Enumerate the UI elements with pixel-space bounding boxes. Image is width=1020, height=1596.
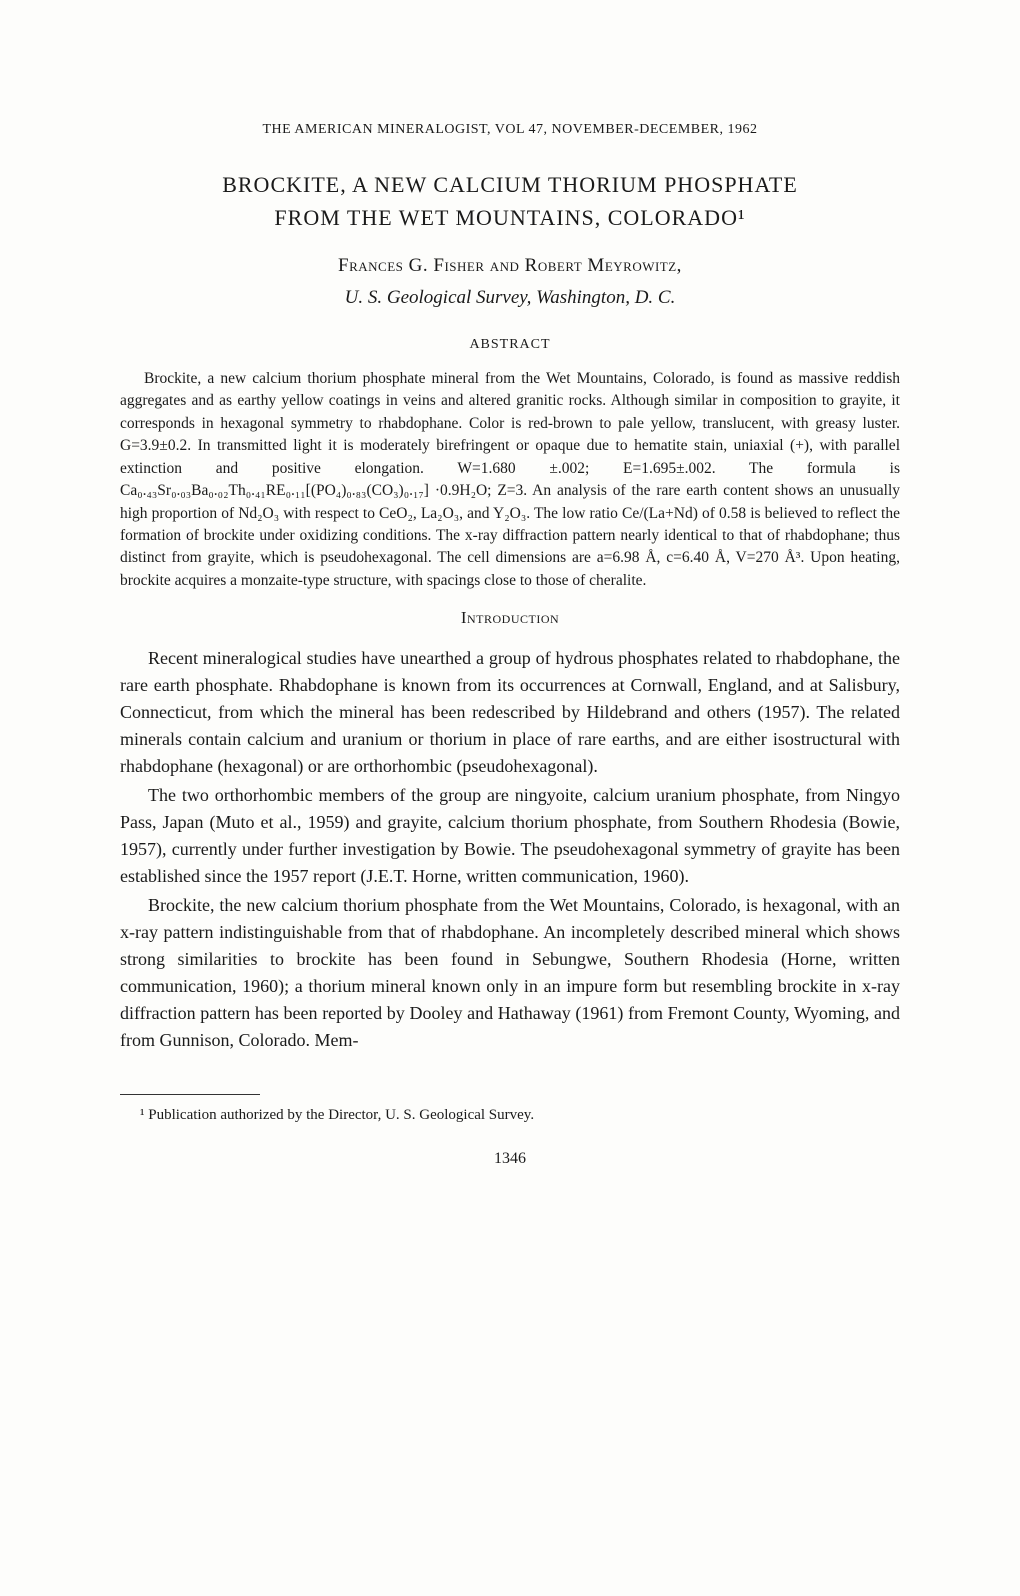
- page-number: 1346: [120, 1147, 900, 1170]
- affiliation: U. S. Geological Survey, Washington, D. …: [120, 284, 900, 312]
- abstract-heading: ABSTRACT: [120, 335, 900, 355]
- title-line-2: FROM THE WET MOUNTAINS, COLORADO¹: [274, 205, 745, 230]
- title-line-1: BROCKITE, A NEW CALCIUM THORIUM PHOSPHAT…: [222, 172, 798, 197]
- intro-paragraph-3: Brockite, the new calcium thorium phosph…: [120, 892, 900, 1054]
- authors: Frances G. Fisher and Robert Meyrowitz,: [120, 252, 900, 280]
- intro-paragraph-2: The two orthorhombic members of the grou…: [120, 782, 900, 890]
- journal-header: THE AMERICAN MINERALOGIST, VOL 47, NOVEM…: [120, 120, 900, 140]
- abstract-body: Brockite, a new calcium thorium phosphat…: [120, 368, 900, 593]
- footnote-text: ¹ Publication authorized by the Director…: [120, 1105, 900, 1127]
- intro-paragraph-1: Recent mineralogical studies have uneart…: [120, 645, 900, 780]
- introduction-heading: Introduction: [120, 606, 900, 631]
- footnote-rule: [120, 1094, 260, 1095]
- article-title: BROCKITE, A NEW CALCIUM THORIUM PHOSPHAT…: [120, 168, 900, 234]
